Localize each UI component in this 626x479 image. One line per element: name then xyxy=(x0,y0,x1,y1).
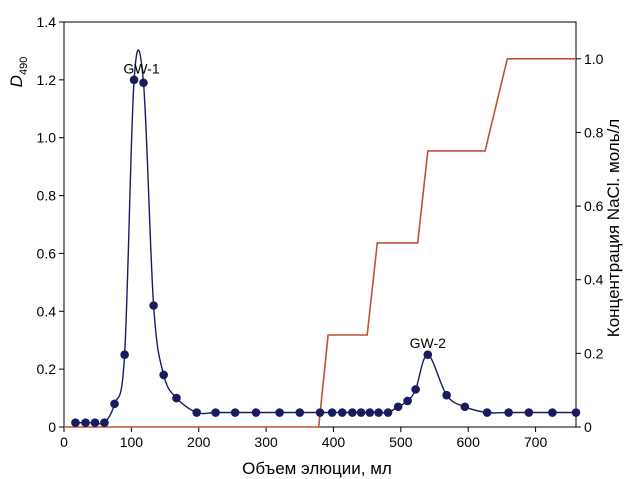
y2-axis-title: Концентрация NaCl. моль/л xyxy=(604,119,623,337)
series-layer xyxy=(64,49,581,428)
absorbance-point xyxy=(71,418,80,427)
absorbance-point xyxy=(374,408,383,417)
y-tick-label: 0.8 xyxy=(37,188,57,204)
absorbance-point xyxy=(504,408,513,417)
absorbance-point xyxy=(337,408,347,417)
absorbance-point xyxy=(524,408,534,417)
absorbance-point xyxy=(442,390,451,400)
absorbance-point xyxy=(90,418,100,427)
plot-frame xyxy=(63,21,577,428)
absorbance-point xyxy=(393,402,403,412)
absorbance-point xyxy=(172,393,181,403)
y-axis-title-main: D xyxy=(7,75,26,87)
absorbance-point xyxy=(482,408,492,417)
absorbance-point xyxy=(327,408,337,417)
y2-tick-label: 0.4 xyxy=(584,272,604,288)
absorbance-point xyxy=(548,408,557,417)
x-tick-label: 400 xyxy=(322,434,346,450)
absorbance-point xyxy=(251,408,261,417)
absorbance-point xyxy=(192,408,202,417)
y-tick-label: 1.4 xyxy=(37,14,57,30)
x-axis-title: Объем элюции, мл xyxy=(242,459,392,478)
absorbance-point xyxy=(403,396,412,406)
nacl-gradient-line xyxy=(64,57,576,428)
axes xyxy=(59,21,581,432)
absorbance-point xyxy=(275,408,284,417)
y-tick-label: 1.2 xyxy=(37,72,57,88)
absorbance-point xyxy=(120,350,129,359)
absorbance-point xyxy=(460,402,470,412)
x-tick-label: 600 xyxy=(457,434,481,450)
y-tick-label: 0 xyxy=(48,419,56,435)
absorbance-point xyxy=(139,78,148,88)
absorbance-point xyxy=(348,408,357,417)
x-tick-label: 300 xyxy=(254,434,278,450)
y-axis-title: D490 xyxy=(7,57,30,88)
y-tick-label: 0.2 xyxy=(37,361,57,377)
x-tick-label: 100 xyxy=(120,434,144,450)
absorbance-point xyxy=(571,408,581,417)
absorbance-point xyxy=(149,301,158,310)
y2-tick-label: 0 xyxy=(584,419,592,435)
y-tick-label: 1.0 xyxy=(37,130,57,146)
peak-annotation: GW-1 xyxy=(123,60,160,76)
y-axis-title-sub: 490 xyxy=(18,57,30,75)
absorbance-point xyxy=(383,408,393,417)
y2-tick-label: 1.0 xyxy=(584,51,604,67)
absorbance-point xyxy=(110,399,119,409)
absorbance-point xyxy=(365,408,375,417)
absorbance-point xyxy=(81,418,90,427)
x-tick-label: 700 xyxy=(524,434,548,450)
y2-tick-label: 0.6 xyxy=(584,198,604,214)
x-tick-label: 0 xyxy=(60,434,68,450)
labels: Объем элюции, мл D490 Концентрация NaCl.… xyxy=(7,14,623,478)
x-tick-label: 200 xyxy=(187,434,211,450)
absorbance-point xyxy=(315,408,325,417)
absorbance-point xyxy=(295,408,305,417)
absorbance-point xyxy=(230,408,240,417)
absorbance-line xyxy=(75,49,576,425)
y-tick-label: 0.4 xyxy=(37,303,57,319)
absorbance-point xyxy=(356,408,366,417)
absorbance-point xyxy=(423,350,433,359)
absorbance-point xyxy=(211,408,220,417)
absorbance-point xyxy=(159,370,169,380)
absorbance-point xyxy=(100,418,109,427)
peak-annotation: GW-2 xyxy=(410,335,447,351)
y2-tick-label: 0.8 xyxy=(584,124,604,140)
x-tick-label: 500 xyxy=(389,434,413,450)
y2-tick-label: 0.2 xyxy=(584,345,604,361)
absorbance-point xyxy=(129,75,139,85)
absorbance-point xyxy=(411,385,420,394)
y-tick-label: 0.6 xyxy=(37,245,57,261)
